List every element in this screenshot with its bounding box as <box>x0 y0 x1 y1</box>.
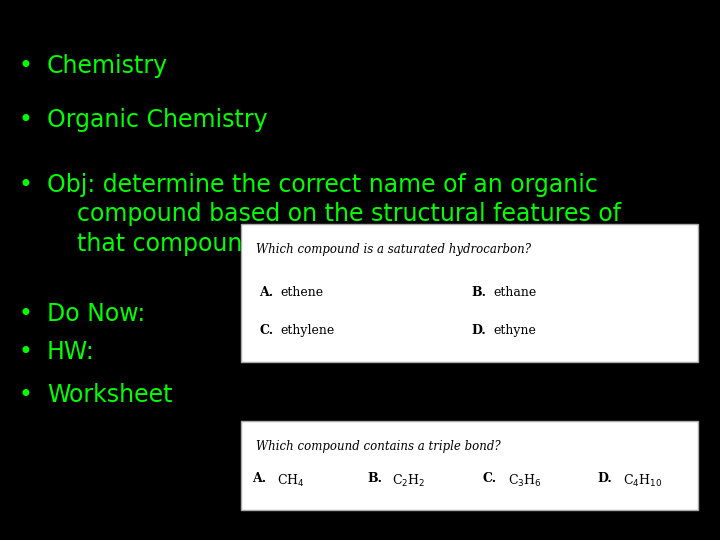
Text: •: • <box>18 383 32 407</box>
Text: Worksheet: Worksheet <box>47 383 172 407</box>
Text: A.: A. <box>252 472 266 485</box>
Text: Which compound is a saturated hydrocarbon?: Which compound is a saturated hydrocarbo… <box>256 243 531 256</box>
Text: •: • <box>18 108 32 132</box>
Text: Obj: determine the correct name of an organic
    compound based on the structur: Obj: determine the correct name of an or… <box>47 173 621 256</box>
Text: ethyne: ethyne <box>493 324 536 337</box>
Text: Chemistry: Chemistry <box>47 54 168 78</box>
Text: D.: D. <box>598 472 612 485</box>
Text: Organic Chemistry: Organic Chemistry <box>47 108 267 132</box>
Bar <box>241 224 698 362</box>
Text: •: • <box>18 302 32 326</box>
Text: C$_4$H$_{10}$: C$_4$H$_{10}$ <box>623 472 662 489</box>
Text: ethene: ethene <box>281 286 324 299</box>
Bar <box>241 421 698 510</box>
Text: •: • <box>18 54 32 78</box>
Text: B.: B. <box>367 472 382 485</box>
Text: B.: B. <box>472 286 487 299</box>
Text: A.: A. <box>259 286 274 299</box>
Text: C.: C. <box>482 472 497 485</box>
Text: •: • <box>18 340 32 364</box>
Text: ethane: ethane <box>493 286 536 299</box>
Text: CH$_4$: CH$_4$ <box>277 472 305 489</box>
Text: ethylene: ethylene <box>281 324 335 337</box>
Text: C.: C. <box>259 324 274 337</box>
Text: Do Now:: Do Now: <box>47 302 145 326</box>
Text: HW:: HW: <box>47 340 94 364</box>
Text: C$_3$H$_6$: C$_3$H$_6$ <box>508 472 541 489</box>
Text: D.: D. <box>472 324 486 337</box>
Text: C$_2$H$_2$: C$_2$H$_2$ <box>392 472 426 489</box>
Text: •: • <box>18 173 32 197</box>
Text: Which compound contains a triple bond?: Which compound contains a triple bond? <box>256 440 500 453</box>
